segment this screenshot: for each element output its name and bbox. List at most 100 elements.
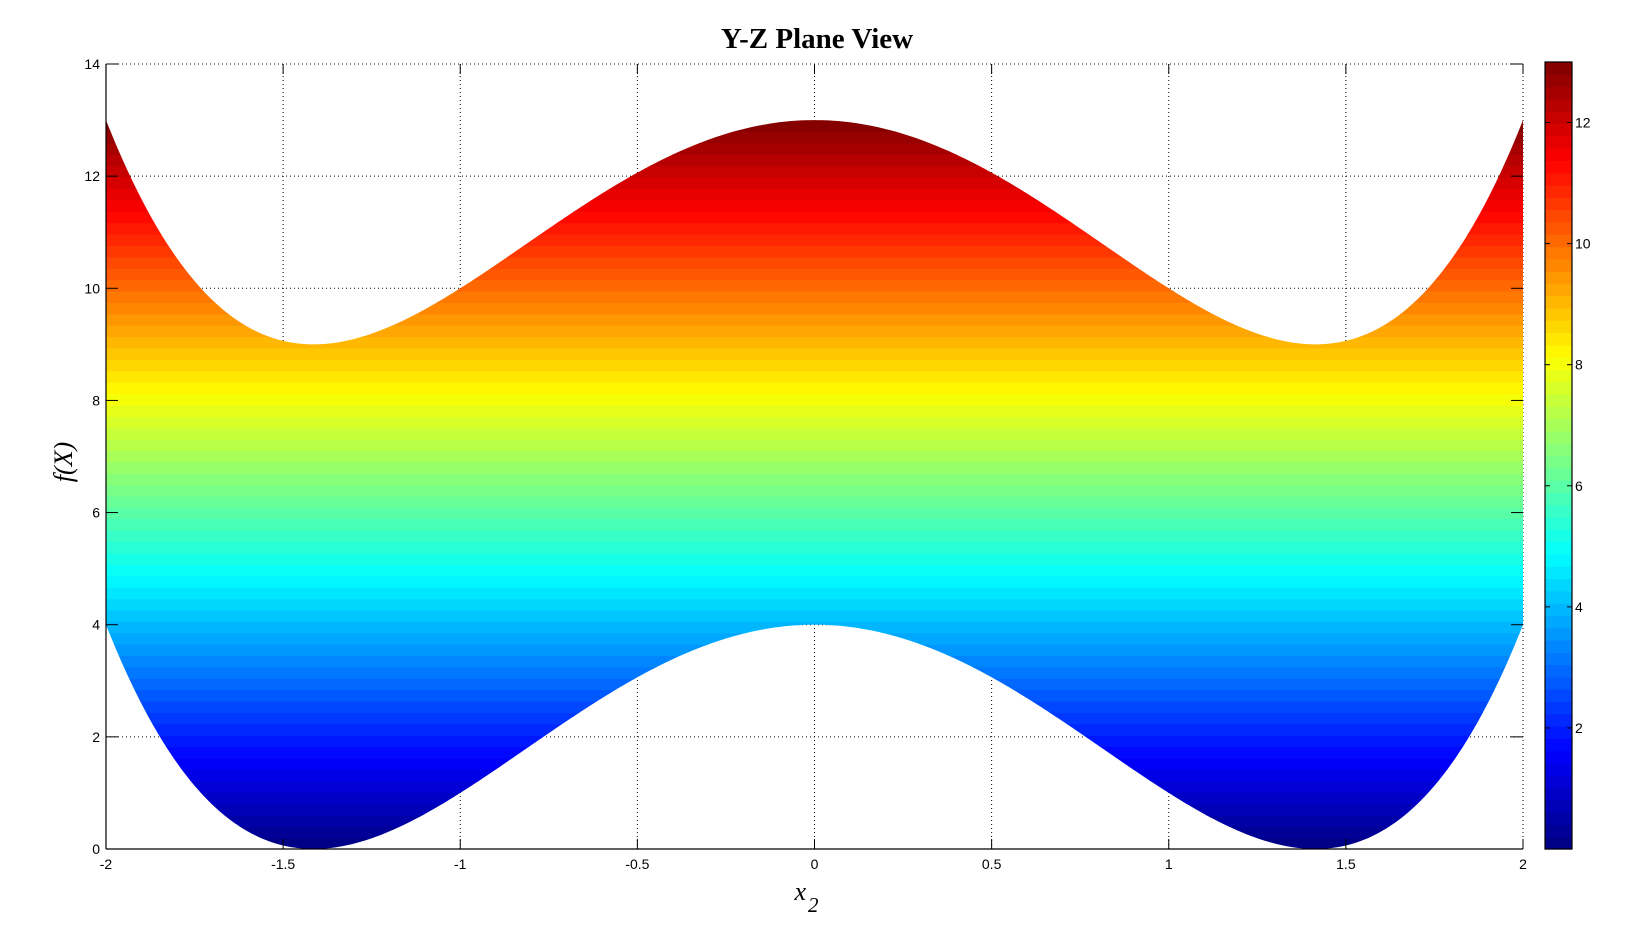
colorbar-swatch [1545,529,1572,543]
color-band [106,222,1523,235]
colorbar-swatch [1545,676,1572,690]
x-tick-label: 1.5 [1336,856,1356,872]
colorbar-swatch [1545,750,1572,764]
y-axis-label: f(X) [49,442,78,482]
color-band [106,530,1523,543]
x-tick-label: -1.5 [271,856,295,872]
colorbar-swatch [1545,271,1572,284]
colorbar-swatch [1545,234,1572,248]
colorbar-swatch [1545,123,1572,137]
chart-title: Y-Z Plane View [721,23,913,55]
color-band [106,461,1523,474]
colorbar-tick-label: 6 [1575,478,1583,494]
color-band [106,404,1523,417]
color-band [106,245,1523,258]
colorbar-swatch [1545,184,1572,198]
color-band [106,302,1523,315]
colorbar-swatch [1545,836,1572,850]
y-tick-label: 14 [84,56,100,72]
colorbar-swatch [1545,664,1572,678]
colorbar-swatch [1545,615,1572,629]
colorbar-swatch [1545,504,1572,518]
colorbar-swatch [1545,258,1572,272]
color-band [106,609,1523,622]
color-band [106,643,1523,656]
colorbar-swatch [1545,590,1572,604]
colorbar-frame [1544,61,1573,850]
color-band [106,587,1523,600]
colorbar-tick-label: 8 [1575,357,1583,373]
colorbar-swatch [1545,812,1572,826]
color-band [106,370,1523,383]
colorbar: 2 4 6 8 10 12 [1544,61,1591,850]
x-tick-label: 0.5 [982,856,1002,872]
axes: -2 -1.5 -1 -0.5 0 0.5 1 1.5 2 0 2 4 6 8 10 12 14 [84,56,1527,872]
colorbar-swatch [1545,418,1572,432]
y-tick-label: 10 [84,280,100,296]
color-band [106,279,1523,292]
color-band [106,427,1523,440]
colorbar-swatch [1545,430,1572,444]
y-tick-label: 2 [92,729,100,745]
colorbar-swatch [1545,320,1572,334]
color-band [106,780,1523,793]
x-tick-label: 1 [1165,856,1173,872]
color-band [106,507,1523,520]
colorbar-swatch [1545,627,1572,641]
colorbar-swatch [1545,148,1572,161]
y-tick-label: 0 [92,841,100,857]
x-tick-label: -1 [454,856,467,872]
colorbar-swatch [1545,74,1572,88]
color-band [106,256,1523,269]
color-band [106,564,1523,577]
color-band [106,552,1523,565]
colorbar-swatch [1545,603,1572,616]
colorbar-swatch [1545,406,1572,420]
color-band [106,712,1523,725]
color-band [106,165,1523,178]
color-band [106,142,1523,155]
color-band [106,541,1523,554]
colorbar-swatch [1545,541,1572,555]
colorbar-swatch [1545,787,1572,801]
colorbar-swatch [1545,62,1572,75]
color-band [106,359,1523,372]
colorbar-swatch [1545,197,1572,211]
color-band [106,769,1523,782]
colorbar-swatch [1545,332,1572,346]
colorbar-swatch [1545,344,1572,358]
colorbar-swatch [1545,726,1572,739]
colorbar-swatch [1545,639,1572,653]
colorbar-swatch [1545,307,1572,321]
color-band [106,450,1523,463]
color-band [106,689,1523,702]
colorbar-swatch [1545,738,1572,752]
colorbar-swatch [1545,209,1572,223]
colorbar-swatch [1545,553,1572,567]
colorbar-swatch [1545,492,1572,506]
color-band [106,416,1523,429]
colorbar-swatch [1545,283,1572,297]
color-band [106,598,1523,611]
x-axis-label: x [793,877,806,906]
color-band [106,518,1523,531]
color-band [106,290,1523,303]
x-tick-label: 0 [811,856,819,872]
colorbar-tick-label: 12 [1575,115,1591,131]
color-band [106,484,1523,497]
colorbar-swatch [1545,578,1572,592]
colorbar-swatch [1545,799,1572,813]
colorbar-swatch [1545,443,1572,457]
colorbar-swatch [1545,467,1572,481]
color-band [106,120,1523,133]
x-tick-label: -2 [100,856,113,872]
x-axis-label-subscript: 2 [808,893,819,917]
color-band [106,473,1523,486]
colorbar-swatch [1545,221,1572,235]
color-band [106,268,1523,281]
color-band [106,325,1523,338]
color-band [106,154,1523,167]
y-tick-label: 8 [92,392,100,408]
colorbar-swatch [1545,369,1572,383]
